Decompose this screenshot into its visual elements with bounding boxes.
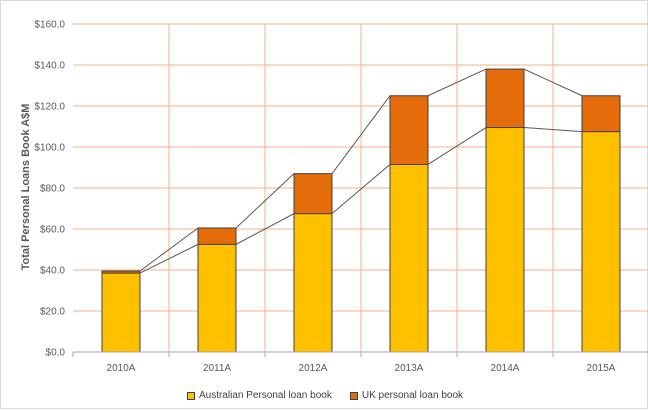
bar-australian xyxy=(485,127,525,353)
x-tick-label: 2011A xyxy=(203,363,232,374)
series-line-segment xyxy=(331,95,391,174)
series-line-segment xyxy=(139,227,199,272)
grid-lines xyxy=(73,23,648,352)
legend-label-uk: UK personal loan book xyxy=(361,390,464,401)
series-line-segment xyxy=(523,68,583,97)
series-line-segment xyxy=(427,68,487,97)
legend-label-australian: Australian Personal loan book xyxy=(198,390,332,401)
bar-uk xyxy=(293,173,333,215)
legend-swatch-australian xyxy=(186,391,195,400)
bar-australian xyxy=(101,272,141,353)
x-tick-label: 2010A xyxy=(107,363,136,374)
legend-item-uk: UK personal loan book xyxy=(349,390,464,401)
y-tick-label: $160.0 xyxy=(34,20,65,31)
series-line-segment xyxy=(331,164,391,215)
legend-item-australian: Australian Personal loan book xyxy=(186,390,332,401)
y-tick-label: $0.0 xyxy=(46,348,66,359)
bar-australian xyxy=(197,243,237,353)
legend-swatch-uk xyxy=(349,391,358,400)
bars-group xyxy=(101,68,621,353)
series-line-segment xyxy=(235,173,295,229)
bar-uk xyxy=(101,270,141,274)
x-tick-label: 2012A xyxy=(299,363,328,374)
axes-group: $0.0 $20.0 $40.0 $60.0 $80.0 $100.0 $120.0 $140… xyxy=(34,20,648,374)
series-line-segment xyxy=(139,243,199,274)
y-tick-label: $120.0 xyxy=(34,102,65,113)
bar-uk xyxy=(197,227,237,245)
y-tick-label: $80.0 xyxy=(40,184,65,195)
bar-australian xyxy=(293,213,333,353)
y-tick-label: $100.0 xyxy=(34,143,65,154)
series-line-segment xyxy=(235,213,295,245)
connector-lines-group xyxy=(139,68,583,274)
y-tick-label: $140.0 xyxy=(34,61,65,72)
x-tick-label: 2013A xyxy=(395,363,424,374)
y-axis-label: Total Personal Loans Book A$M xyxy=(20,104,32,271)
bar-australian xyxy=(581,131,621,353)
bar-uk xyxy=(485,68,525,129)
x-tick-label: 2015A xyxy=(587,363,616,374)
bar-australian xyxy=(389,163,429,353)
y-tick-label: $60.0 xyxy=(40,225,65,236)
series-line-segment xyxy=(523,127,583,133)
y-tick-label: $20.0 xyxy=(40,307,65,318)
series-line-segment xyxy=(427,127,487,165)
y-tick-label: $40.0 xyxy=(40,266,65,277)
legend: Australian Personal loan book UK persona… xyxy=(1,390,648,401)
x-tick-label: 2014A xyxy=(491,363,520,374)
bar-uk xyxy=(389,95,429,165)
bar-uk xyxy=(581,95,621,133)
